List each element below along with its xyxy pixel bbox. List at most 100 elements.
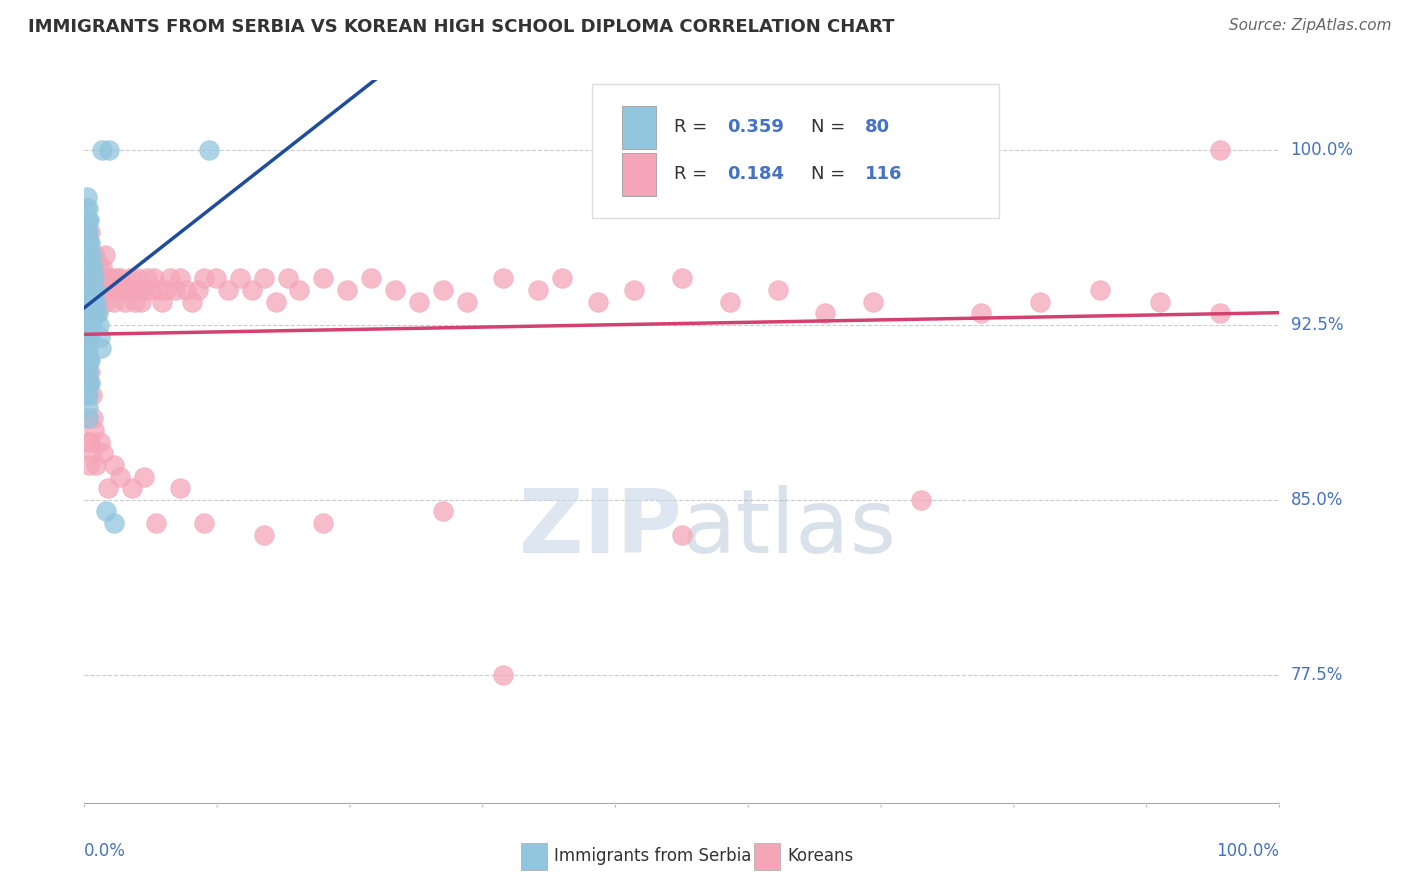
Point bbox=[79, 283, 101, 297]
FancyBboxPatch shape bbox=[623, 105, 655, 149]
Point bbox=[96, 283, 118, 297]
Point bbox=[312, 516, 335, 530]
Point bbox=[87, 283, 110, 297]
Point bbox=[75, 213, 97, 227]
Point bbox=[77, 236, 100, 251]
Point bbox=[76, 213, 98, 227]
Point bbox=[80, 271, 103, 285]
Text: 116: 116 bbox=[865, 165, 903, 183]
Point bbox=[77, 306, 100, 320]
Point bbox=[76, 353, 98, 368]
Text: atlas: atlas bbox=[682, 484, 897, 572]
Point bbox=[197, 143, 219, 157]
Point bbox=[100, 283, 122, 297]
Point bbox=[551, 271, 574, 285]
Point bbox=[77, 260, 100, 274]
Point bbox=[75, 271, 97, 285]
Point bbox=[169, 271, 191, 285]
Point bbox=[79, 236, 101, 251]
Point bbox=[145, 516, 167, 530]
Point bbox=[76, 283, 98, 297]
Point bbox=[84, 271, 107, 285]
Point bbox=[83, 271, 105, 285]
Text: N =: N = bbox=[811, 119, 851, 136]
Text: 0.184: 0.184 bbox=[727, 165, 785, 183]
Point bbox=[76, 260, 98, 274]
Point bbox=[79, 434, 101, 449]
Point bbox=[76, 190, 98, 204]
Point bbox=[111, 283, 134, 297]
Point bbox=[82, 248, 104, 262]
Point bbox=[86, 294, 108, 309]
Point bbox=[77, 213, 100, 227]
Point bbox=[1209, 306, 1232, 320]
Point bbox=[91, 143, 114, 157]
Point bbox=[75, 225, 97, 239]
Text: 100.0%: 100.0% bbox=[1216, 842, 1279, 860]
Point bbox=[77, 283, 100, 297]
Point bbox=[110, 469, 132, 483]
Point bbox=[75, 341, 97, 355]
Point bbox=[77, 376, 100, 391]
Point bbox=[94, 271, 117, 285]
Point bbox=[77, 225, 100, 239]
Point bbox=[165, 283, 187, 297]
Point bbox=[84, 283, 107, 297]
Text: 85.0%: 85.0% bbox=[1291, 491, 1343, 508]
Point bbox=[91, 260, 114, 274]
Text: N =: N = bbox=[811, 165, 851, 183]
Point bbox=[75, 318, 97, 332]
Point bbox=[132, 283, 156, 297]
Point bbox=[89, 271, 111, 285]
Point bbox=[82, 294, 104, 309]
Point bbox=[82, 271, 104, 285]
Text: Immigrants from Serbia: Immigrants from Serbia bbox=[554, 847, 751, 865]
Point bbox=[125, 271, 148, 285]
Point bbox=[814, 306, 837, 320]
Point bbox=[527, 283, 550, 297]
Point bbox=[193, 271, 215, 285]
Point bbox=[193, 516, 215, 530]
Point bbox=[77, 306, 100, 320]
Point bbox=[75, 388, 97, 402]
Point bbox=[79, 329, 101, 343]
Point bbox=[77, 353, 100, 368]
Point bbox=[84, 306, 107, 320]
Point bbox=[98, 143, 121, 157]
Point bbox=[94, 294, 117, 309]
Point bbox=[97, 271, 120, 285]
Point bbox=[1149, 294, 1171, 309]
Point bbox=[110, 271, 132, 285]
FancyBboxPatch shape bbox=[623, 153, 655, 196]
Point bbox=[1029, 294, 1052, 309]
Point bbox=[80, 446, 103, 460]
Point bbox=[623, 283, 645, 297]
Point bbox=[75, 248, 97, 262]
Point bbox=[75, 365, 97, 379]
Point bbox=[150, 294, 173, 309]
FancyBboxPatch shape bbox=[754, 843, 780, 870]
Point bbox=[93, 271, 115, 285]
Point bbox=[77, 388, 100, 402]
Point bbox=[910, 492, 932, 507]
Point bbox=[312, 271, 335, 285]
Point bbox=[77, 236, 100, 251]
Point bbox=[83, 260, 105, 274]
Point bbox=[155, 283, 177, 297]
Point bbox=[77, 388, 100, 402]
Point bbox=[77, 376, 100, 391]
Point bbox=[456, 294, 478, 309]
Point bbox=[129, 294, 152, 309]
Point bbox=[117, 283, 139, 297]
Point bbox=[77, 260, 100, 274]
Point bbox=[174, 283, 197, 297]
Point bbox=[79, 260, 101, 274]
Point bbox=[77, 329, 100, 343]
Point bbox=[492, 271, 515, 285]
Point bbox=[181, 294, 204, 309]
Point bbox=[121, 283, 143, 297]
Point bbox=[101, 283, 124, 297]
Point bbox=[79, 365, 101, 379]
Point bbox=[80, 388, 103, 402]
FancyBboxPatch shape bbox=[592, 84, 998, 218]
